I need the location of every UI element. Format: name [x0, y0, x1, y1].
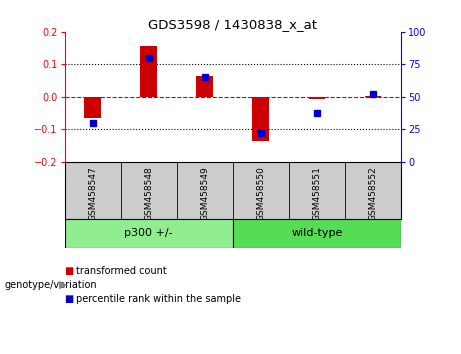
Text: GSM458552: GSM458552	[368, 166, 378, 221]
Text: ▶: ▶	[59, 280, 67, 290]
Text: GSM458551: GSM458551	[313, 166, 321, 221]
Text: GSM458547: GSM458547	[88, 166, 97, 221]
Bar	[233, 219, 401, 248]
Text: GSM458550: GSM458550	[256, 166, 266, 221]
Text: GSM458549: GSM458549	[200, 166, 209, 221]
Text: GSM458548: GSM458548	[144, 166, 153, 221]
Bar	[196, 76, 213, 97]
Text: ■: ■	[65, 266, 74, 276]
Text: transformed count: transformed count	[76, 266, 167, 276]
Text: genotype/variation: genotype/variation	[5, 280, 97, 290]
Bar	[308, 97, 325, 98]
Title: GDS3598 / 1430838_x_at: GDS3598 / 1430838_x_at	[148, 18, 317, 31]
Bar	[365, 96, 381, 97]
Bar	[140, 46, 157, 97]
Text: percentile rank within the sample: percentile rank within the sample	[76, 294, 241, 304]
Text: ■: ■	[65, 294, 74, 304]
Bar	[253, 97, 269, 141]
Text: wild-type: wild-type	[291, 228, 343, 239]
Bar	[84, 97, 101, 118]
Bar	[65, 219, 233, 248]
Text: p300 +/-: p300 +/-	[124, 228, 173, 239]
